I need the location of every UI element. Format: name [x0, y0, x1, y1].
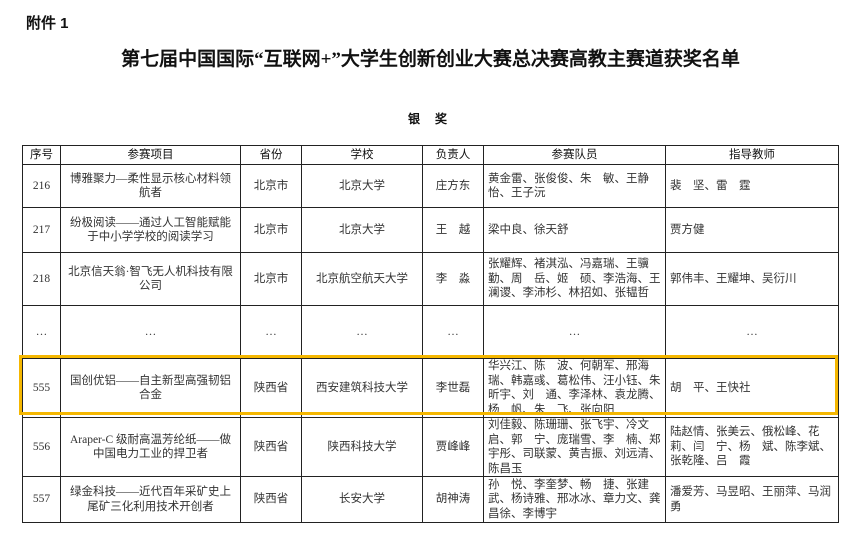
- cell-seq: 218: [22, 252, 61, 306]
- cell-school: 陕西科技大学: [301, 417, 423, 477]
- cell-advisors: 裴 坚、雷 霆: [665, 164, 839, 208]
- cell-school: 长安大学: [301, 476, 423, 523]
- cell-members: 华兴江、陈 波、何朝军、邢海瑞、韩嘉彧、葛松伟、汪小钰、朱昕宇、刘 通、李泽林、…: [483, 358, 666, 418]
- cell-advisors: 陆赵情、张美云、俄松峰、花 莉、闫 宁、杨 斌、陈李斌、张乾隆、吕 霞: [665, 417, 839, 477]
- cell-advisors: …: [665, 305, 839, 359]
- cell-members: 刘佳毅、陈珊珊、张飞宇、冷文启、郭 宁、庞瑞雪、李 楠、郑宇彤、司联蒙、黄吉振、…: [483, 417, 666, 477]
- cell-province: 陕西省: [240, 417, 302, 477]
- cell-leader: …: [422, 305, 484, 359]
- cell-province: 北京市: [240, 164, 302, 208]
- cell-province: 陕西省: [240, 358, 302, 418]
- header-project: 参赛项目: [60, 145, 241, 165]
- cell-advisors: 贾方健: [665, 207, 839, 253]
- cell-members: 孙 悦、李奎梦、畅 捷、张建武、杨诗雅、邢冰冰、章力文、龚昌徐、李博宇: [483, 476, 666, 523]
- header-members: 参赛队员: [483, 145, 666, 165]
- table-header-row: 序号 参赛项目 省份 学校 负责人 参赛队员 指导教师: [22, 145, 839, 165]
- cell-advisors: 胡 平、王快社: [665, 358, 839, 418]
- cell-seq: 555: [22, 358, 61, 418]
- cell-project: 纷极阅读——通过人工智能赋能于中小学学校的阅读学习: [60, 207, 241, 253]
- attachment-label: 附件 1: [26, 15, 69, 32]
- cell-members: 梁中良、徐天舒: [483, 207, 666, 253]
- cell-seq: 216: [22, 164, 61, 208]
- table-row: …………………: [22, 305, 839, 359]
- cell-leader: 李世磊: [422, 358, 484, 418]
- cell-school: 北京航空航天大学: [301, 252, 423, 306]
- cell-project: Araper-C 级耐高温芳纶纸——做中国电力工业的捍卫者: [60, 417, 241, 477]
- cell-members: 黄金雷、张俊俊、朱 敏、王静怡、王子沅: [483, 164, 666, 208]
- header-school: 学校: [301, 145, 423, 165]
- cell-seq: …: [22, 305, 61, 359]
- cell-leader: 贾峰峰: [422, 417, 484, 477]
- cell-province: 北京市: [240, 207, 302, 253]
- cell-project: 绿金科技——近代百年采矿史上尾矿三化利用技术开创者: [60, 476, 241, 523]
- cell-members: …: [483, 305, 666, 359]
- cell-project: 博雅聚力—柔性显示核心材料领航者: [60, 164, 241, 208]
- cell-leader: 王 越: [422, 207, 484, 253]
- header-province: 省份: [240, 145, 302, 165]
- cell-advisors: 潘爱芳、马昱昭、王丽萍、马润勇: [665, 476, 839, 523]
- table-body: 216 博雅聚力—柔性显示核心材料领航者 北京市 北京大学 庄方东 黄金雷、张俊俊、朱 敏…: [22, 164, 839, 523]
- cell-seq: 557: [22, 476, 61, 523]
- header-seq: 序号: [22, 145, 61, 165]
- table-row: 557 绿金科技——近代百年采矿史上尾矿三化利用技术开创者 陕西省 长安大学 胡神涛孙 …: [22, 476, 839, 523]
- cell-advisors: 郭伟丰、王耀坤、吴衍川: [665, 252, 839, 306]
- header-leader: 负责人: [422, 145, 484, 165]
- cell-project: 国创优铝——自主新型高强韧铝合金: [60, 358, 241, 418]
- table-row: 216 博雅聚力—柔性显示核心材料领航者 北京市 北京大学 庄方东 黄金雷、张俊俊、朱 敏…: [22, 164, 839, 208]
- cell-school: 西安建筑科技大学: [301, 358, 423, 418]
- cell-province: 陕西省: [240, 476, 302, 523]
- cell-leader: 李 淼: [422, 252, 484, 306]
- table-row: 217 纷极阅读——通过人工智能赋能于中小学学校的阅读学习 北京市 北京大学王 越梁中…: [22, 207, 839, 253]
- cell-school: …: [301, 305, 423, 359]
- cell-seq: 217: [22, 207, 61, 253]
- award-table: 序号 参赛项目 省份 学校 负责人 参赛队员 指导教师 216 博雅聚力—柔性显示核心材料领航…: [22, 145, 839, 523]
- cell-province: 北京市: [240, 252, 302, 306]
- document-title: 第七届中国国际“互联网+”大学生创新创业大赛总决赛高教主赛道获奖名单: [121, 49, 740, 70]
- header-advisors: 指导教师: [665, 145, 839, 165]
- cell-leader: 胡神涛: [422, 476, 484, 523]
- cell-school: 北京大学: [301, 207, 423, 253]
- cell-members: 张耀辉、褚淇泓、冯嘉瑞、王骥勤、周 岳、姬 硕、李浩海、王澜谡、李沛杉、林招如、…: [483, 252, 666, 306]
- table-row: 556 Araper-C 级耐高温芳纶纸——做中国电力工业的捍卫者 陕西省 陕西科技大…: [22, 417, 839, 477]
- cell-province: …: [240, 305, 302, 359]
- table-row: 555 国创优铝——自主新型高强韧铝合金 陕西省 西安建筑科技大学 李世磊 华兴江、陈 波…: [22, 358, 839, 418]
- cell-seq: 556: [22, 417, 61, 477]
- table-row: 218 北京信天翁·智飞无人机科技有限公司 北京市 北京航空航天大学李 淼张耀辉、褚淇…: [22, 252, 839, 306]
- cell-leader: 庄方东: [422, 164, 484, 208]
- award-level-heading: 银 奖: [407, 112, 453, 126]
- cell-project: 北京信天翁·智飞无人机科技有限公司: [60, 252, 241, 306]
- cell-project: …: [60, 305, 241, 359]
- cell-school: 北京大学: [301, 164, 423, 208]
